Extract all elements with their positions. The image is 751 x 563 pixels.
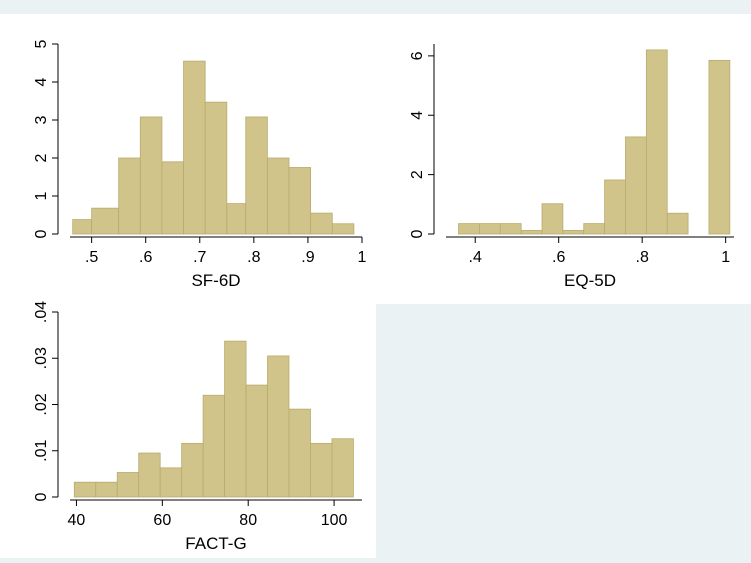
- histogram-bar: [604, 179, 626, 235]
- panel-background: [0, 304, 376, 558]
- histogram-bar: [138, 452, 161, 498]
- x-tick-label: .6: [552, 249, 565, 266]
- x-tick-label: 80: [239, 512, 257, 529]
- histogram-panel-1: .5 .6 .7 .8 .9 1 0 1 2 3 4 5 SF-6D: [0, 14, 376, 304]
- histogram-bar: [202, 394, 225, 498]
- histogram-bar: [159, 467, 183, 498]
- histogram-bar: [118, 157, 141, 235]
- x-tick-label: 100: [321, 512, 348, 529]
- histogram-bar: [708, 59, 731, 235]
- x-tick-label: .6: [139, 249, 152, 266]
- x-tick-label: .8: [636, 249, 649, 266]
- histogram-bar: [645, 49, 668, 235]
- x-axis-title: SF-6D: [191, 271, 240, 290]
- histogram-bar: [73, 481, 97, 498]
- histogram-bar: [520, 230, 543, 235]
- histogram-bar: [181, 442, 204, 498]
- y-tick-label: .03: [33, 347, 50, 369]
- y-tick-label: 2: [33, 153, 50, 162]
- histogram-bar: [562, 230, 585, 235]
- histogram-bar: [266, 157, 290, 235]
- histogram-bar: [183, 60, 206, 235]
- y-tick-label: 0: [33, 492, 50, 501]
- histogram-bar: [331, 438, 354, 498]
- x-tick-label: 60: [153, 512, 171, 529]
- x-tick-label: .7: [193, 249, 206, 266]
- histogram-bar: [72, 219, 93, 235]
- histogram-bar: [204, 101, 228, 235]
- x-tick-label: 1: [721, 249, 730, 266]
- histogram-bar: [310, 442, 333, 498]
- histogram-bar: [499, 223, 522, 235]
- histogram-bar: [139, 116, 163, 235]
- histogram-bar: [116, 472, 140, 498]
- histogram-bar: [91, 207, 120, 235]
- histogram-bar: [245, 116, 268, 235]
- histogram-panel-3: 40 60 80 100 0 .01 .02 .03 .04 FACT-G: [0, 301, 376, 558]
- histogram-bar: [666, 212, 689, 235]
- histogram-bar: [161, 161, 184, 235]
- histogram-bar: [226, 203, 247, 235]
- x-tick-label: .5: [85, 249, 98, 266]
- histogram-bar: [288, 408, 311, 498]
- x-axis-title: EQ-5D: [564, 271, 616, 290]
- histogram-bar: [224, 340, 247, 498]
- y-tick-label: 2: [409, 170, 426, 179]
- histogram-bar: [625, 136, 647, 235]
- histogram-panel-2: .4 .6 .8 1 0 2 4 6 EQ-5D: [376, 14, 751, 304]
- x-tick-label: .8: [247, 249, 260, 266]
- histogram-bar: [541, 203, 564, 235]
- y-tick-label: 0: [409, 229, 426, 238]
- y-tick-label: 6: [409, 51, 426, 60]
- histogram-bar: [478, 223, 501, 235]
- y-tick-label: .01: [33, 440, 50, 462]
- x-axis-title: FACT-G: [185, 534, 246, 553]
- histogram-bar: [458, 223, 480, 235]
- histogram-bar: [310, 212, 333, 235]
- y-tick-label: 1: [33, 191, 50, 200]
- histogram-bar: [583, 223, 606, 235]
- histogram-bar: [331, 223, 355, 235]
- histogram-bar: [95, 481, 118, 498]
- y-tick-label: .02: [33, 393, 50, 415]
- x-tick-label: 40: [68, 512, 86, 529]
- panel-background: [376, 14, 751, 304]
- y-tick-label: 5: [33, 39, 50, 48]
- x-tick-label: .4: [469, 249, 482, 266]
- x-tick-label: .9: [301, 249, 314, 266]
- histogram-bar: [267, 355, 290, 498]
- histogram-bar: [245, 384, 268, 498]
- y-tick-label: 4: [33, 77, 50, 86]
- x-tick-label: 1: [358, 249, 367, 266]
- y-tick-label: 0: [33, 229, 50, 238]
- histogram-bar: [288, 167, 312, 235]
- y-tick-label: 4: [409, 111, 426, 120]
- y-tick-label: .04: [33, 301, 50, 323]
- y-tick-label: 3: [33, 115, 50, 124]
